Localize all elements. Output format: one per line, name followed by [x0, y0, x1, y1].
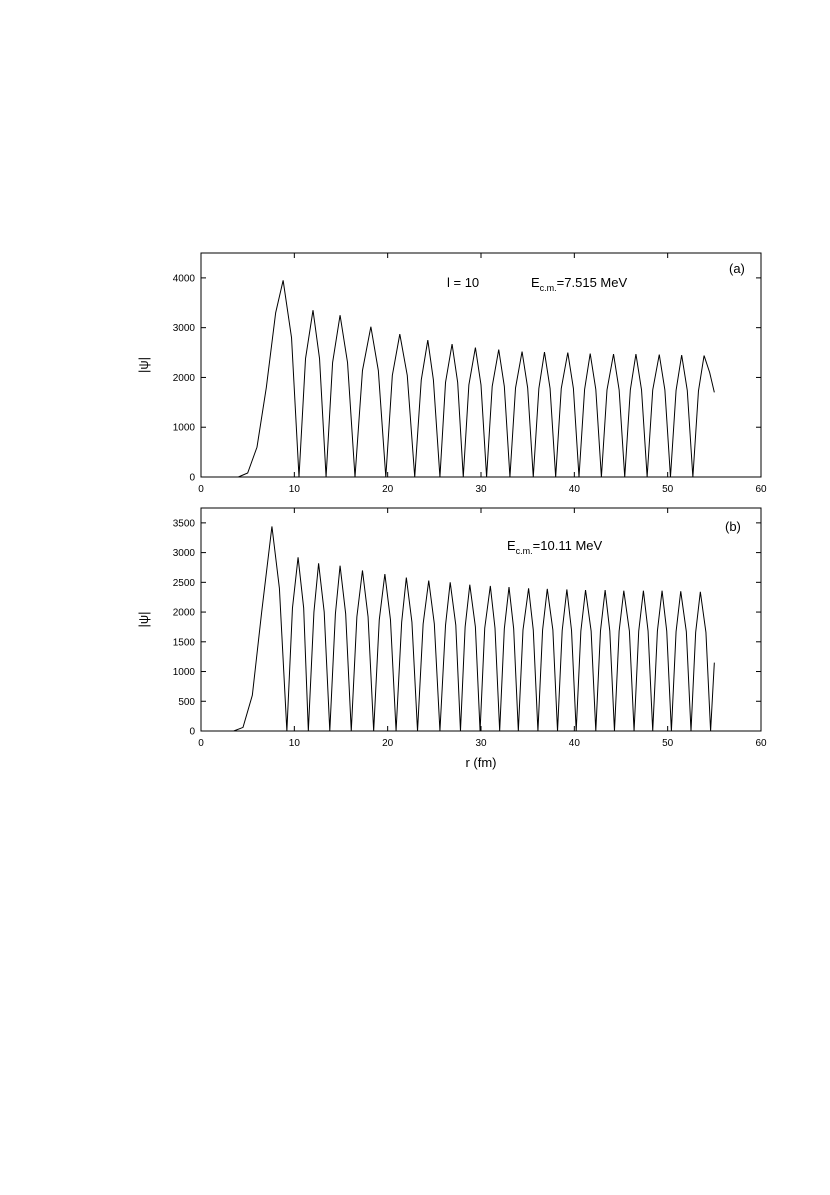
- y-tick-label: 3000: [173, 548, 196, 559]
- y-tick-label: 1500: [173, 637, 196, 648]
- y-tick-label: 2000: [173, 373, 196, 384]
- x-tick-label: 10: [289, 484, 301, 495]
- y-tick-label: 0: [189, 473, 195, 484]
- y-tick-label: 0: [189, 727, 195, 738]
- y-tick-label: 3000: [173, 323, 196, 334]
- x-tick-label: 50: [662, 738, 674, 749]
- annotation: (b): [725, 519, 741, 534]
- y-tick-label: 2500: [173, 578, 196, 589]
- annotation-sub: c.m.: [516, 546, 533, 556]
- y-tick-label: 1000: [173, 423, 196, 434]
- x-tick-label: 50: [662, 484, 674, 495]
- x-tick-label: 20: [382, 738, 394, 749]
- x-tick-label: 40: [569, 484, 581, 495]
- x-axis-label: r (fm): [465, 755, 496, 770]
- y-tick-label: 3500: [173, 518, 196, 529]
- y-tick-label: 500: [178, 697, 195, 708]
- x-tick-label: 0: [198, 738, 204, 749]
- annotation-main: E: [507, 538, 516, 553]
- y-tick-label: 2000: [173, 608, 196, 619]
- x-tick-label: 60: [755, 484, 767, 495]
- annotation: Ec.m.=7.515 MeV: [531, 275, 627, 293]
- y-axis-label: |ψ|: [136, 611, 151, 627]
- x-tick-label: 20: [382, 484, 394, 495]
- data-line: [233, 526, 715, 732]
- data-line: [238, 280, 715, 478]
- y-tick-label: 1000: [173, 667, 196, 678]
- annotation-rest: =10.11 MeV: [533, 538, 603, 553]
- x-tick-label: 10: [289, 738, 301, 749]
- y-tick-label: 4000: [173, 273, 196, 284]
- x-tick-label: 30: [475, 738, 487, 749]
- annotation-main: E: [531, 275, 540, 290]
- annotation-sub: c.m.: [540, 283, 557, 293]
- x-tick-label: 30: [475, 484, 487, 495]
- x-tick-label: 40: [569, 738, 581, 749]
- annotation: l = 10: [447, 275, 479, 290]
- plot-frame: [200, 252, 762, 478]
- x-tick-label: 0: [198, 484, 204, 495]
- annotation-rest: =7.515 MeV: [557, 275, 628, 290]
- annotation: (a): [729, 261, 745, 276]
- x-tick-label: 60: [755, 738, 767, 749]
- annotation: Ec.m.=10.11 MeV: [507, 538, 603, 556]
- y-axis-label: |ψ|: [136, 357, 151, 373]
